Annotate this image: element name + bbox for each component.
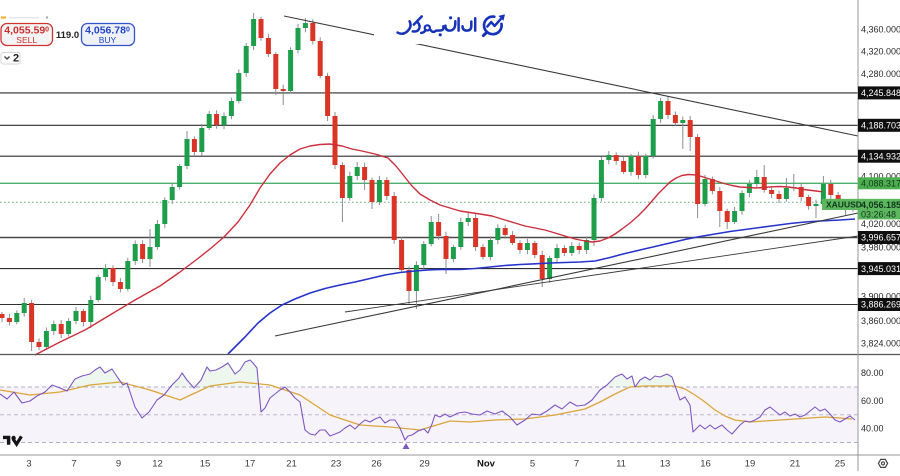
svg-text:23: 23: [331, 459, 342, 470]
svg-text:03:26:48: 03:26:48: [861, 210, 896, 220]
svg-text:3,980.000: 3,980.000: [861, 243, 900, 253]
svg-text:7: 7: [574, 459, 579, 470]
svg-text:5: 5: [530, 459, 535, 470]
svg-text:21: 21: [790, 459, 801, 470]
svg-text:3,996.657: 3,996.657: [861, 233, 900, 243]
svg-text:21: 21: [286, 459, 297, 470]
svg-text:4,320.000: 4,320.000: [861, 47, 900, 57]
svg-text:9: 9: [116, 459, 121, 470]
svg-text:3: 3: [26, 459, 31, 470]
svg-text:3,945.031: 3,945.031: [861, 264, 900, 274]
svg-text:XAUUSD: XAUUSD: [826, 200, 862, 210]
svg-text:19: 19: [745, 459, 756, 470]
svg-text:119.0: 119.0: [56, 30, 79, 41]
svg-text:16: 16: [700, 459, 711, 470]
svg-text:4,245.848: 4,245.848: [861, 88, 900, 98]
svg-text:17: 17: [245, 459, 256, 470]
svg-text:3,824.000: 3,824.000: [861, 338, 900, 348]
svg-text:11: 11: [616, 459, 626, 470]
svg-text:7: 7: [71, 459, 76, 470]
svg-text:26: 26: [371, 459, 382, 470]
svg-text:29: 29: [419, 459, 430, 470]
svg-text:12: 12: [152, 459, 163, 470]
svg-text:4,134.932: 4,134.932: [861, 151, 900, 161]
svg-text:4,056.780: 4,056.780: [85, 25, 130, 37]
svg-text:SELL: SELL: [16, 35, 37, 45]
svg-text:4,088.317: 4,088.317: [861, 179, 900, 189]
svg-text:4,360.000: 4,360.000: [861, 25, 900, 35]
svg-text:4,056.185: 4,056.185: [861, 200, 900, 210]
svg-text:2: 2: [13, 53, 19, 65]
svg-text:40.00: 40.00: [861, 424, 884, 434]
svg-text:25: 25: [835, 459, 846, 470]
svg-text:4,020.000: 4,020.000: [861, 219, 900, 229]
svg-text:3,900.000: 3,900.000: [861, 291, 900, 301]
svg-text:4,100.000: 4,100.000: [861, 172, 900, 182]
svg-text:15: 15: [200, 459, 211, 470]
svg-text:Nov: Nov: [477, 459, 496, 470]
svg-text:60.00: 60.00: [861, 396, 884, 406]
svg-text:13: 13: [660, 459, 671, 470]
svg-text:3,886.269: 3,886.269: [861, 300, 900, 310]
svg-text:3,860.000: 3,860.000: [861, 316, 900, 326]
svg-text:80.00: 80.00: [861, 368, 884, 378]
svg-text:4,055.590: 4,055.590: [4, 25, 49, 37]
svg-text:BUY: BUY: [99, 35, 117, 45]
svg-text:4,280.000: 4,280.000: [861, 69, 900, 79]
svg-text:4,188.703: 4,188.703: [861, 121, 900, 131]
